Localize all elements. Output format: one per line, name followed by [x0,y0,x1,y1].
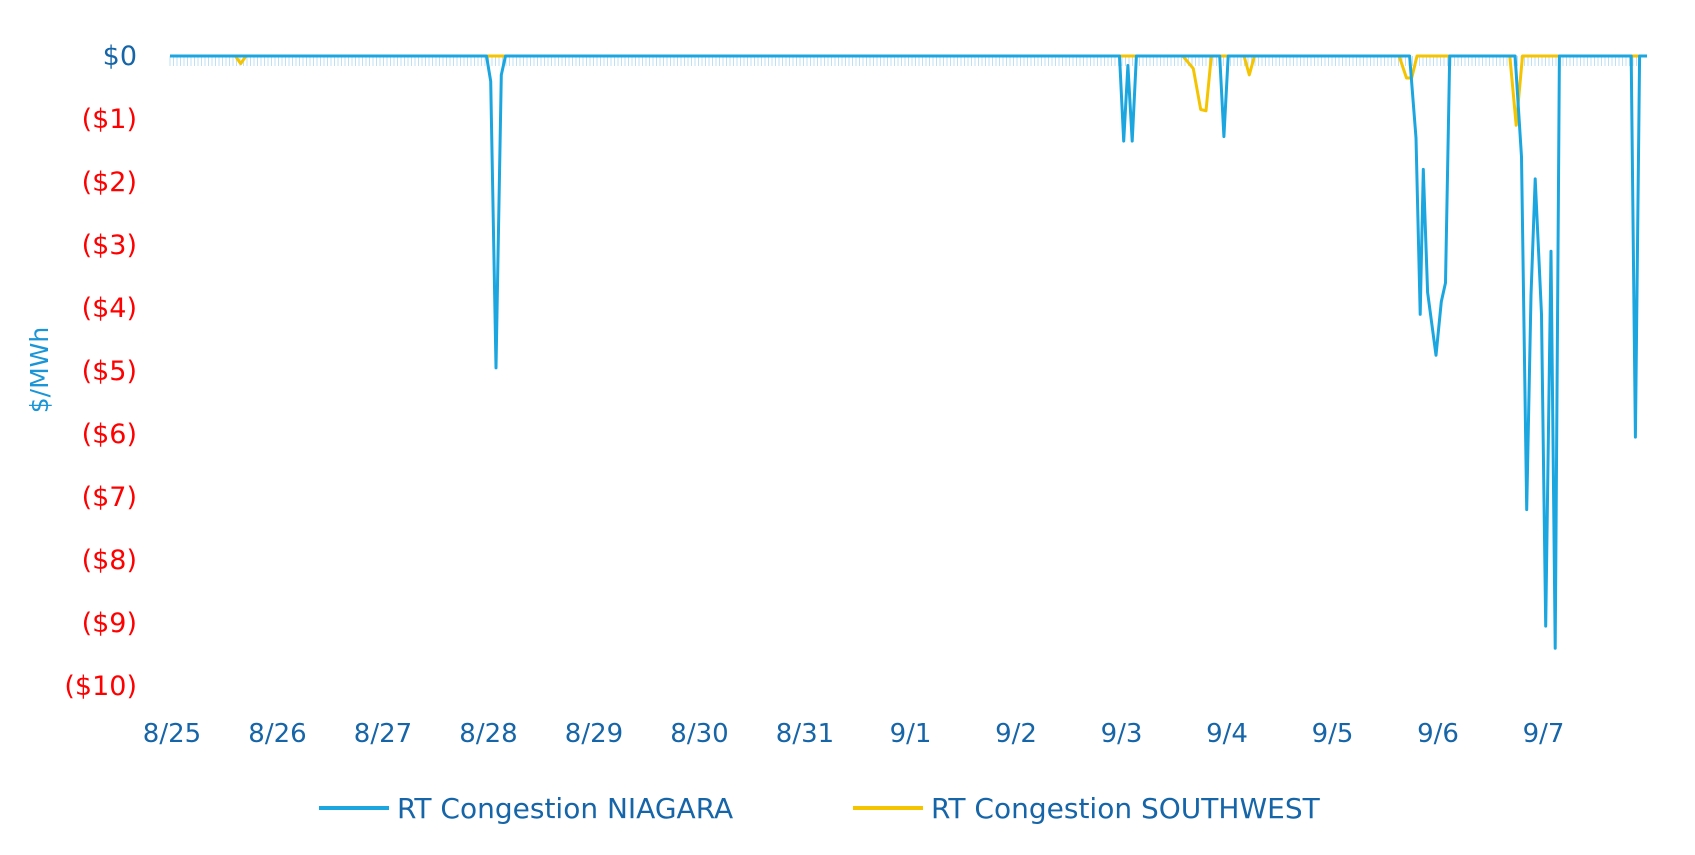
x-tick-label: 8/30 [670,719,728,749]
y-axis-label: $/MWh [25,327,54,413]
x-tick-label: 8/27 [354,719,412,749]
x-tick-label: 9/4 [1206,719,1248,749]
y-tick-label: $0 [103,41,137,72]
x-tick-label: 9/7 [1523,719,1565,749]
y-tick-label: ($4) [82,293,137,324]
legend: RT Congestion NIAGARA RT Congestion SOUT… [319,792,1321,825]
y-tick-label: ($9) [82,608,137,639]
legend-label-southwest: RT Congestion SOUTHWEST [931,792,1321,825]
series-line-southwest [170,54,1647,127]
x-tick-label: 9/6 [1417,719,1459,749]
x-tick-label: 9/3 [1101,719,1143,749]
series-line-niagara [170,54,1647,650]
x-tick-label: 8/25 [143,719,201,749]
x-tick-label: 9/1 [890,719,932,749]
y-tick-label: ($3) [82,230,137,261]
y-tick-label: ($5) [82,356,137,387]
x-tick-label: 8/29 [565,719,623,749]
y-tick-label: ($2) [82,167,137,198]
y-tick-label: ($7) [82,482,137,513]
x-tick-label: 8/26 [248,719,306,749]
x-tick-label: 9/2 [995,719,1037,749]
series-lines [170,54,1647,650]
y-tick-label: ($1) [82,104,137,135]
x-tick-label: 8/28 [459,719,517,749]
zero-baseline-hatch [169,56,1641,66]
y-tick-label: ($10) [64,671,137,702]
y-axis-ticks: $0 ($1) ($2) ($3) ($4) ($5) ($6) ($7) ($8) ($9) ($… [64,41,137,702]
y-tick-label: ($6) [82,419,137,450]
y-tick-label: ($8) [82,545,137,576]
x-tick-label: 9/5 [1312,719,1354,749]
x-axis-ticks: 8/25 8/26 8/27 8/28 8/29 8/30 8/31 9/1 9/2 9/3 9/4… [143,719,1565,749]
x-tick-label: 8/31 [776,719,834,749]
legend-label-niagara: RT Congestion NIAGARA [397,792,733,825]
